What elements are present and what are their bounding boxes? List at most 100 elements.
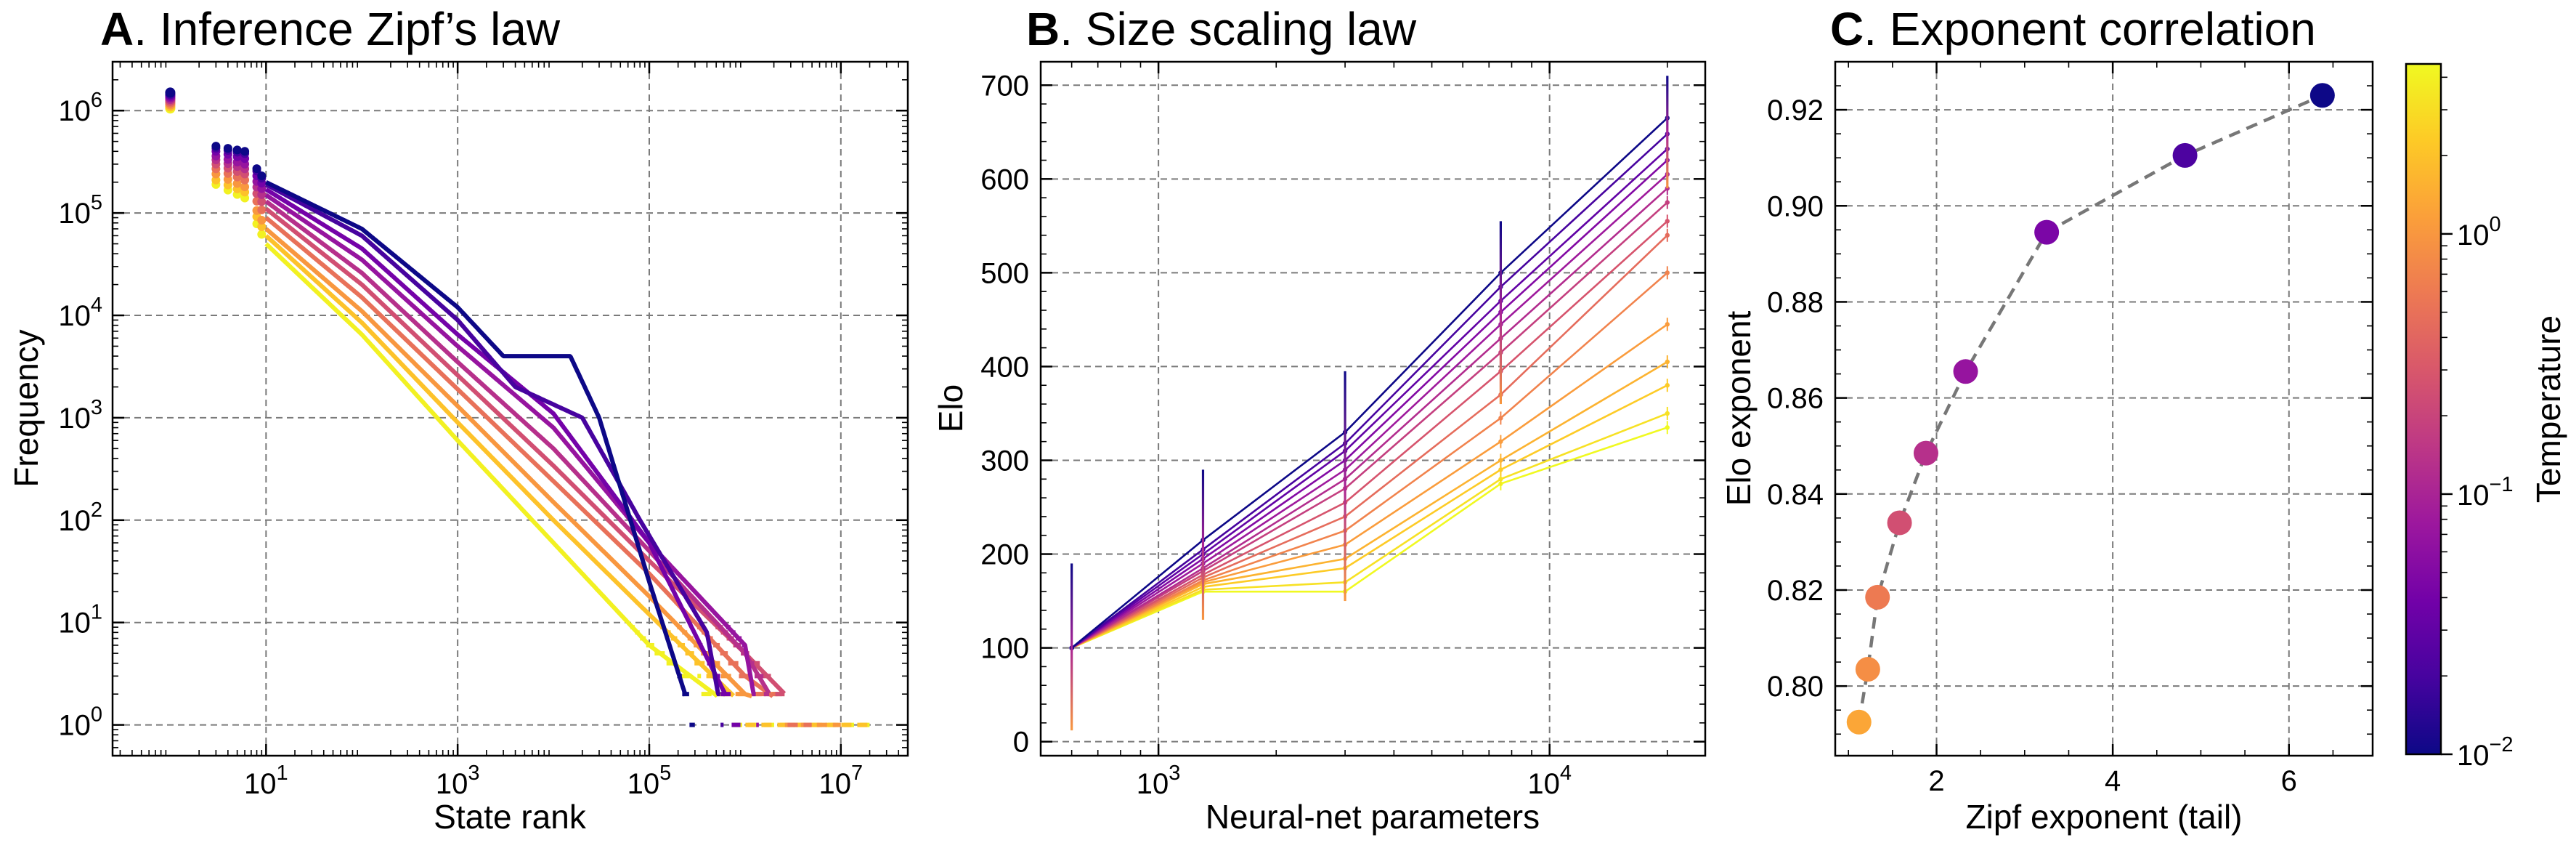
- panel-a-ticks: 101 103 105 107 100 101 102 103 104 105 106: [58, 62, 908, 800]
- colorbar-gradient: [2406, 64, 2441, 754]
- panel-c-ytick-label: 0.90: [1767, 190, 1824, 222]
- panel-b-xtick-label: 103: [1137, 762, 1181, 800]
- panel-b: B. Size scaling law 103 104 0 100 200 300 400 5…: [932, 3, 1707, 836]
- colorbar-frame: [2405, 62, 2442, 756]
- panel-c-series: [1846, 83, 2335, 735]
- panel-a-point: [257, 205, 267, 214]
- panel-c-letter: C: [1830, 3, 1864, 55]
- panel-c-fit-line: [1857, 94, 2323, 723]
- panel-b-ytick-label: 300: [980, 445, 1029, 477]
- panel-a-body: [264, 206, 787, 695]
- panel-a-series: [165, 87, 870, 727]
- panel-b-line: [1070, 234, 1668, 649]
- panel-a-point: [257, 197, 267, 206]
- panel-c-ytick-label: 0.82: [1767, 575, 1824, 607]
- panel-c-point: [2172, 142, 2198, 168]
- panel-b-errorbar: [1344, 371, 1346, 602]
- panel-a-grid: [113, 62, 908, 756]
- panel-b-grid: [1041, 62, 1705, 756]
- panel-a-point: [232, 179, 242, 188]
- panel-a-xtick-label: 101: [244, 762, 288, 800]
- panel-a-point: [257, 190, 267, 199]
- panel-c-ytick-label: 0.92: [1767, 94, 1824, 126]
- panel-c: C. Exponent correlation 2 4 6 0.80 0.82 0.84 0…: [1720, 3, 2374, 836]
- colorbar-ticks: 10−2 10−1 100: [2441, 76, 2514, 772]
- panel-c-ylabel: Elo exponent: [1720, 311, 1758, 506]
- panel-b-title-text: . Size scaling law: [1060, 3, 1417, 55]
- panel-a-ytick-label: 102: [58, 498, 102, 537]
- colorbar-tick-label: 10−1: [2457, 473, 2514, 512]
- panel-a-point: [211, 142, 221, 151]
- panel-b-frame: [1039, 60, 1707, 757]
- panel-a-ytick-label: 103: [58, 396, 102, 435]
- panel-c-xlabel: Zipf exponent (tail): [1966, 798, 2243, 836]
- panel-c-xtick-label: 4: [2105, 765, 2121, 797]
- panel-c-point: [2309, 83, 2335, 108]
- panel-a-point: [257, 171, 267, 180]
- panel-c-point: [1953, 359, 1978, 384]
- panel-a-body: [264, 182, 720, 695]
- panel-a-body: [264, 199, 771, 695]
- panel-a-body: [264, 179, 688, 697]
- panel-c-xtick-label: 6: [2281, 765, 2297, 797]
- panel-c-ytick-label: 0.84: [1767, 479, 1824, 511]
- panel-b-line: [1071, 360, 1668, 649]
- panel-a-series-9: [165, 87, 695, 727]
- panel-b-letter: B: [1026, 3, 1060, 55]
- panel-c-title: C. Exponent correlation: [1830, 3, 2316, 55]
- panel-b-errorbar: [1666, 76, 1669, 189]
- panel-b-series-4: [1069, 318, 1670, 655]
- panel-c-xtick-label: 2: [1928, 765, 1944, 797]
- panel-a: A. Inference Zipf’s law 101 103 105 1071001…: [7, 3, 909, 836]
- panel-a-series-7: [165, 90, 741, 727]
- panel-b-errorbar: [1201, 469, 1205, 620]
- panel-b-line: [1070, 133, 1668, 649]
- panel-c-title-text: . Exponent correlation: [1864, 3, 2316, 55]
- panel-a-letter: A: [100, 3, 134, 55]
- panel-a-point: [232, 145, 242, 155]
- panel-b-ytick-label: 0: [1013, 727, 1029, 759]
- panel-a-body: [264, 227, 753, 698]
- panel-b-line: [1070, 173, 1668, 649]
- panel-a-title-text: . Inference Zipf’s law: [134, 3, 561, 55]
- panel-b-ytick-label: 200: [980, 539, 1029, 571]
- panel-c-point: [1913, 440, 1938, 466]
- panel-b-errorbar: [1070, 563, 1073, 731]
- panel-b-ytick-label: 400: [980, 351, 1029, 383]
- panel-b-series: [1069, 76, 1670, 731]
- panel-a-point: [240, 147, 250, 156]
- panel-a-frame: [111, 60, 909, 757]
- panel-b-series-14: [1069, 111, 1670, 655]
- panel-a-title: A. Inference Zipf’s law: [100, 3, 561, 55]
- panel-b-line: [1070, 148, 1668, 649]
- panel-a-point: [223, 144, 232, 153]
- panel-b-xlabel: Neural-net parameters: [1206, 798, 1540, 836]
- panel-b-ytick-label: 500: [980, 257, 1029, 289]
- panel-b-ytick-label: 100: [980, 633, 1029, 665]
- panel-c-ticks: 2 4 6 0.80 0.82 0.84 0.86 0.88 0.90 0.92: [1767, 62, 2373, 797]
- panel-b-line: [1070, 117, 1668, 649]
- panel-a-ylabel: Frequency: [7, 329, 45, 487]
- panel-a-xtick-label: 105: [627, 762, 672, 800]
- colorbar-tick-label: 10−2: [2457, 733, 2514, 772]
- panel-b-ytick-label: 600: [980, 163, 1029, 195]
- panel-b-ticks: 103 104 0 100 200 300 400 500 600 700: [980, 62, 1705, 800]
- panel-c-point: [2034, 219, 2060, 245]
- panel-a-point: [257, 230, 267, 239]
- panel-c-frame: [1834, 60, 2374, 757]
- panel-c-ytick-label: 0.88: [1767, 286, 1824, 318]
- colorbar-tick-label: 100: [2457, 213, 2501, 251]
- panel-a-xlabel: State rank: [434, 798, 587, 836]
- panel-b-ylabel: Elo: [932, 384, 970, 432]
- panel-c-point: [1887, 510, 1912, 536]
- panel-c-grid: [1835, 62, 2373, 756]
- panel-a-ytick-label: 104: [58, 294, 102, 332]
- panel-a-point: [165, 87, 176, 98]
- panel-c-point: [1855, 657, 1880, 682]
- panel-a-xtick-label: 103: [436, 762, 480, 800]
- panel-a-ytick-label: 100: [58, 703, 102, 742]
- panel-a-body: [264, 216, 774, 698]
- panel-b-title: B. Size scaling law: [1026, 3, 1417, 55]
- panel-b-xtick-label: 104: [1527, 762, 1572, 800]
